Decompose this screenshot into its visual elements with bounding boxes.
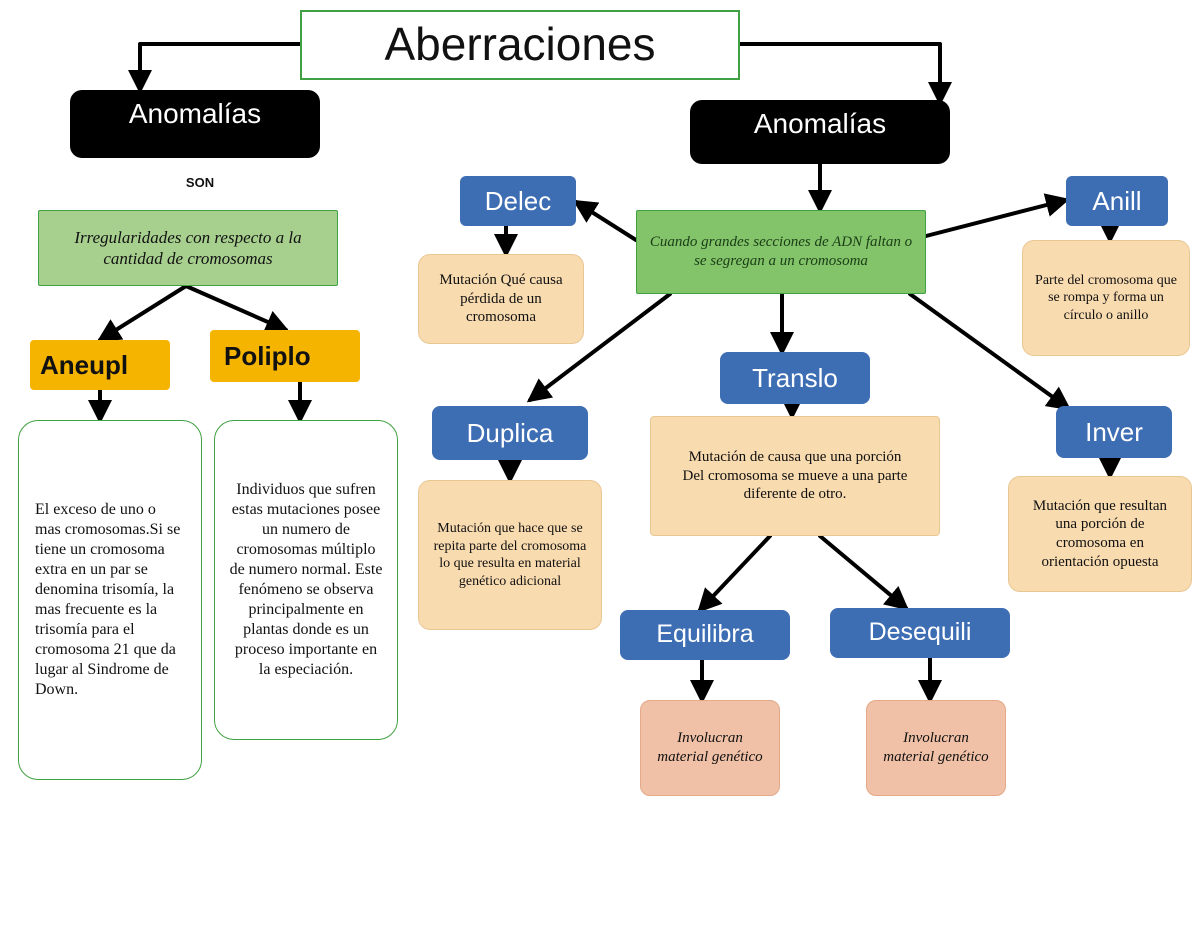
diagram-canvas: Aberraciones Anomalías SON Irregularidad…: [0, 0, 1200, 927]
label: Inver: [1085, 416, 1143, 449]
node-aneupl: Aneupl: [30, 340, 170, 390]
node-anomalias-right: Anomalías: [690, 100, 950, 164]
label: Aneupl: [40, 349, 128, 382]
label: Mutación Qué causa pérdida de un cromoso…: [429, 271, 573, 327]
label: Involucran material genético: [877, 729, 995, 767]
label: Duplica: [467, 417, 554, 450]
label: Anomalías: [129, 96, 261, 131]
label: Irregularidades con respecto a la cantid…: [49, 227, 327, 270]
node-anill: Anill: [1066, 176, 1168, 226]
node-translo: Translo: [720, 352, 870, 404]
node-translo-desc: Mutación de causa que una porción Del cr…: [650, 416, 940, 536]
node-inver-desc: Mutación que resultan una porción de cro…: [1008, 476, 1192, 592]
node-inver: Inver: [1056, 406, 1172, 458]
label: Mutación de causa que una porción Del cr…: [665, 448, 925, 504]
node-duplica-desc: Mutación que hace que se repita parte de…: [418, 480, 602, 630]
label: El exceso de uno o mas cromosomas.Si se …: [35, 500, 185, 700]
label: Individuos que sufren estas mutaciones p…: [229, 480, 383, 680]
node-desequili-desc: Involucran material genético: [866, 700, 1006, 796]
node-title: Aberraciones: [300, 10, 740, 80]
label: Aberraciones: [384, 16, 655, 74]
label: Anomalías: [754, 106, 886, 141]
label: Delec: [485, 185, 551, 218]
node-equilibra: Equilibra: [620, 610, 790, 660]
label: Parte del cromosoma que se rompa y forma…: [1033, 272, 1179, 325]
node-poliplo-desc: Individuos que sufren estas mutaciones p…: [214, 420, 398, 740]
label: Mutación que resultan una porción de cro…: [1021, 497, 1179, 572]
node-delec: Delec: [460, 176, 576, 226]
label: Poliplo: [224, 340, 311, 373]
node-duplica: Duplica: [432, 406, 588, 460]
node-delec-desc: Mutación Qué causa pérdida de un cromoso…: [418, 254, 584, 344]
node-irregularidades: Irregularidades con respecto a la cantid…: [38, 210, 338, 286]
label: Involucran material genético: [651, 729, 769, 767]
node-adn: Cuando grandes secciones de ADN faltan o…: [636, 210, 926, 294]
label: Anill: [1092, 185, 1141, 218]
node-anomalias-left: Anomalías: [70, 90, 320, 158]
label: SON: [186, 175, 214, 191]
node-anill-desc: Parte del cromosoma que se rompa y forma…: [1022, 240, 1190, 356]
node-poliplo: Poliplo: [210, 330, 360, 382]
label: Mutación que hace que se repita parte de…: [431, 520, 589, 590]
label-son: SON: [170, 170, 230, 196]
label: Equilibra: [656, 619, 753, 650]
label: Translo: [752, 362, 838, 395]
label: Cuando grandes secciones de ADN faltan o…: [647, 233, 915, 271]
node-desequili: Desequili: [830, 608, 1010, 658]
label: Desequili: [869, 617, 972, 648]
node-aneupl-desc: El exceso de uno o mas cromosomas.Si se …: [18, 420, 202, 780]
node-equilibra-desc: Involucran material genético: [640, 700, 780, 796]
